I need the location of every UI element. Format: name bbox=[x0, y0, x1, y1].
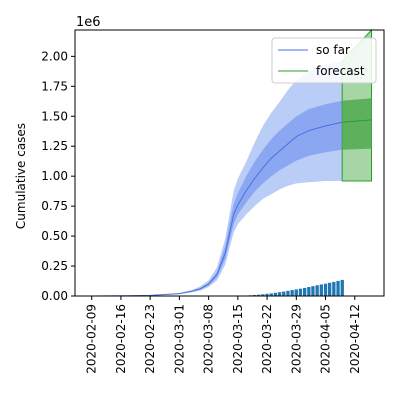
x-tick-label: 2020-04-12 bbox=[348, 304, 362, 374]
y-tick-label: 1.00 bbox=[41, 169, 68, 183]
legend-label-forecast: forecast bbox=[316, 64, 365, 78]
y-tick-label: 2.00 bbox=[41, 49, 68, 63]
plot-frame bbox=[74, 29, 385, 297]
legend-box bbox=[271, 37, 377, 84]
daily-bar bbox=[340, 279, 344, 296]
daily-bar bbox=[328, 282, 332, 296]
y-tick-label: 1.50 bbox=[41, 109, 68, 123]
daily-bar bbox=[286, 290, 290, 296]
so-far-outer-band bbox=[91, 61, 343, 297]
legend: so far forecast bbox=[271, 37, 377, 84]
daily-bar bbox=[307, 287, 311, 296]
daily-bar bbox=[332, 281, 336, 296]
daily-bar bbox=[265, 293, 269, 296]
daily-bar bbox=[282, 291, 286, 296]
x-tick-label: 2020-02-16 bbox=[114, 304, 128, 374]
daily-bar bbox=[257, 294, 261, 296]
x-tick-label: 2020-03-01 bbox=[172, 304, 186, 374]
x-tick-label: 2020-02-23 bbox=[143, 304, 157, 374]
y-tick-label: 0.75 bbox=[41, 199, 68, 213]
x-tick-label: 2020-03-22 bbox=[260, 304, 274, 374]
so-far-inner-band bbox=[91, 100, 343, 296]
y-axis-label: Cumulative cases bbox=[14, 123, 28, 229]
daily-bar bbox=[269, 293, 273, 296]
daily-bars bbox=[240, 279, 344, 296]
daily-bar bbox=[290, 290, 294, 296]
y-tick-label: 0.50 bbox=[41, 229, 68, 243]
daily-bar bbox=[261, 294, 265, 296]
forecast-line bbox=[342, 119, 372, 123]
daily-bar bbox=[319, 284, 323, 296]
daily-bar bbox=[323, 283, 328, 296]
y-tick-label: 0.00 bbox=[41, 289, 68, 303]
daily-bar bbox=[273, 292, 278, 296]
daily-bar bbox=[277, 292, 282, 296]
x-tick-label: 2020-04-05 bbox=[319, 304, 333, 374]
y-tick-label: 1.75 bbox=[41, 79, 68, 93]
forecast-inner-band bbox=[342, 98, 372, 150]
daily-bar bbox=[303, 287, 307, 296]
x-tick-label: 2020-03-29 bbox=[289, 304, 303, 374]
daily-bar bbox=[336, 280, 340, 296]
daily-bar bbox=[294, 289, 298, 296]
axes: 0.00 0.25 0.50 0.75 1.00 1.25 1.50 1.75 2.00 2020… bbox=[41, 29, 385, 374]
so-far-line bbox=[91, 121, 343, 297]
y-tick-label: 0.25 bbox=[41, 259, 68, 273]
y-axis-multiplier: 1e6 bbox=[76, 15, 101, 30]
daily-bar bbox=[298, 288, 303, 296]
legend-label-so-far: so far bbox=[316, 43, 350, 57]
x-tick-label: 2020-03-08 bbox=[202, 304, 216, 374]
daily-bar bbox=[311, 286, 315, 296]
x-tick-label: 2020-02-09 bbox=[85, 304, 99, 374]
series-lines bbox=[91, 119, 372, 297]
y-tick-label: 1.25 bbox=[41, 139, 68, 153]
x-tick-label: 2020-03-15 bbox=[231, 304, 245, 374]
daily-bar bbox=[315, 285, 319, 296]
